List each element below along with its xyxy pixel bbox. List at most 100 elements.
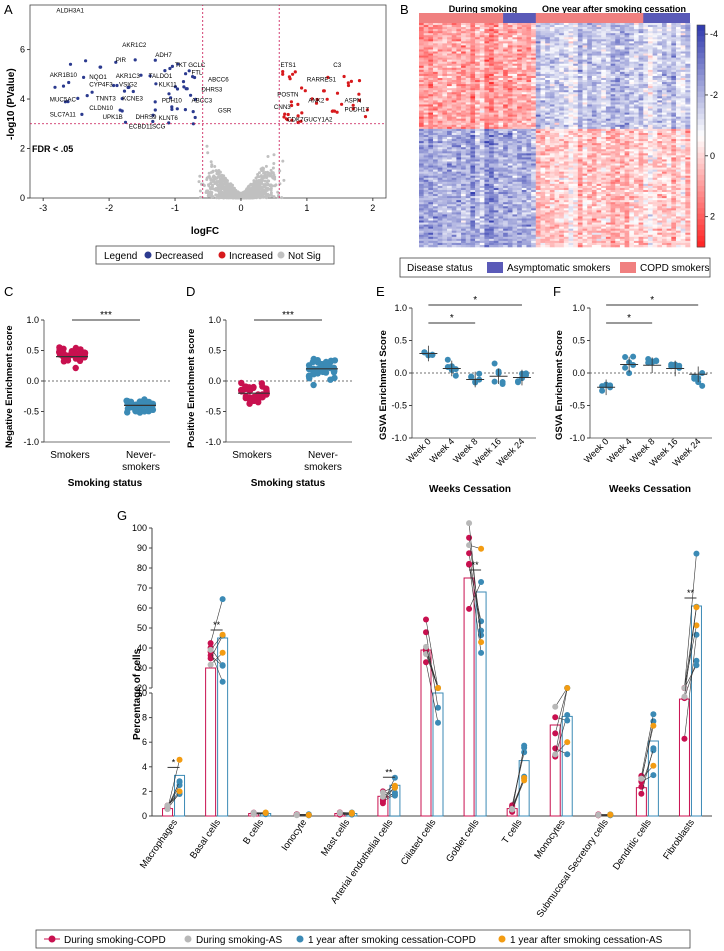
heatmap-cell [563,112,569,115]
heatmap-cell [475,27,481,30]
heatmap-cell [559,80,565,83]
heatmap-cell [549,86,555,89]
heatmap-cell [605,139,611,142]
heatmap-cell [568,39,574,42]
heatmap-cell [423,106,429,109]
volcano-point [205,144,209,148]
heatmap-cell [587,126,593,130]
heatmap-cell [419,130,424,134]
heatmap-cell [629,33,635,36]
heatmap-cell [512,120,518,124]
heatmap-cell [419,80,424,83]
heatmap-cell [465,130,471,134]
heatmap-cell [428,53,434,56]
heatmap-cell [587,39,593,42]
heatmap-cell [442,135,448,138]
heatmap-cell [545,110,551,113]
heatmap-cell [461,102,467,105]
heatmap-cell [545,82,551,85]
heatmap-cell [624,96,630,99]
heatmap-cell [423,73,429,77]
heatmap-cell [643,37,649,40]
heatmap-cell [601,45,607,48]
heatmap-cell [545,135,551,138]
heatmap-cell [484,41,490,44]
heatmap-cell [633,39,639,42]
heatmap-cell [615,98,621,101]
heatmap-cell [447,114,452,117]
heatmap-cell [433,126,438,130]
heatmap-cell [461,29,467,32]
heatmap-cell [470,116,476,120]
heatmap-cell [461,59,467,62]
heatmap-cell [657,130,663,134]
heatmap-cell [591,80,597,83]
heatmap-cell [610,104,616,107]
volcano-gene-label: CLDN10 [89,105,113,112]
heatmap-cell [591,69,597,73]
heatmap-cell [610,65,616,69]
heatmap-cell [549,53,555,56]
heatmap-cell [615,53,621,56]
heatmap-cell [601,110,607,113]
heatmap-cell [605,82,611,85]
heatmap-cell [479,41,485,44]
heatmap-cell [531,141,537,144]
heatmap-cell [559,57,565,60]
volcano-point [264,183,268,187]
volcano-point [221,187,225,190]
heatmap-cell [563,118,569,122]
heatmap-cell [601,90,607,93]
heatmap-cell [591,75,597,79]
heatmap-cell [582,82,588,85]
heatmap-cell [601,104,607,107]
heatmap-cell [629,106,635,109]
heatmap-cell [638,118,644,122]
heatmap-cell [568,104,574,107]
heatmap-cell [423,39,429,42]
heatmap-cell [652,57,658,60]
heatmap-cell [619,106,625,109]
heatmap-cell [456,96,462,99]
volcano-point [255,183,258,187]
heatmap-cell [437,100,443,103]
heatmap-cell [666,27,672,30]
heatmap-cell [484,55,490,58]
heatmap-cell [428,47,434,50]
heatmap-cell [619,27,625,30]
volcano-point [207,194,211,198]
volcano-point [266,187,270,191]
heatmap-cell [484,137,490,140]
heatmap-cell [601,55,607,58]
heatmap-cell [479,122,485,126]
heatmap-cell [461,73,467,77]
heatmap-cell [615,61,621,65]
heatmap-cell [633,116,639,120]
heatmap-cell [498,118,504,122]
heatmap-cell [493,114,499,117]
heatmap-cell [433,88,438,91]
heatmap-cell [629,84,635,87]
heatmap-cell [633,37,639,40]
heatmap-cell [433,39,438,42]
heatmap-cell [601,92,607,95]
heatmap-cell [540,104,546,107]
heatmap-cell [512,71,518,75]
heatmap-cell [610,55,616,58]
heatmap-cell [657,86,663,89]
heatmap-cell [419,94,424,97]
heatmap-cell [601,65,607,69]
heatmap-cell [521,80,527,83]
heatmap-cell [512,94,518,97]
heatmap-cell [461,41,467,44]
heatmap-cell [559,106,565,109]
heatmap-cell [661,126,667,130]
heatmap-cell [615,86,621,89]
heatmap-cell [680,69,686,73]
heatmap-cell [517,132,523,136]
heatmap-cell [507,45,513,48]
volcano-point [213,182,217,186]
heatmap-cell [470,67,476,71]
heatmap-cell [451,110,457,113]
heatmap-cell [526,139,532,142]
